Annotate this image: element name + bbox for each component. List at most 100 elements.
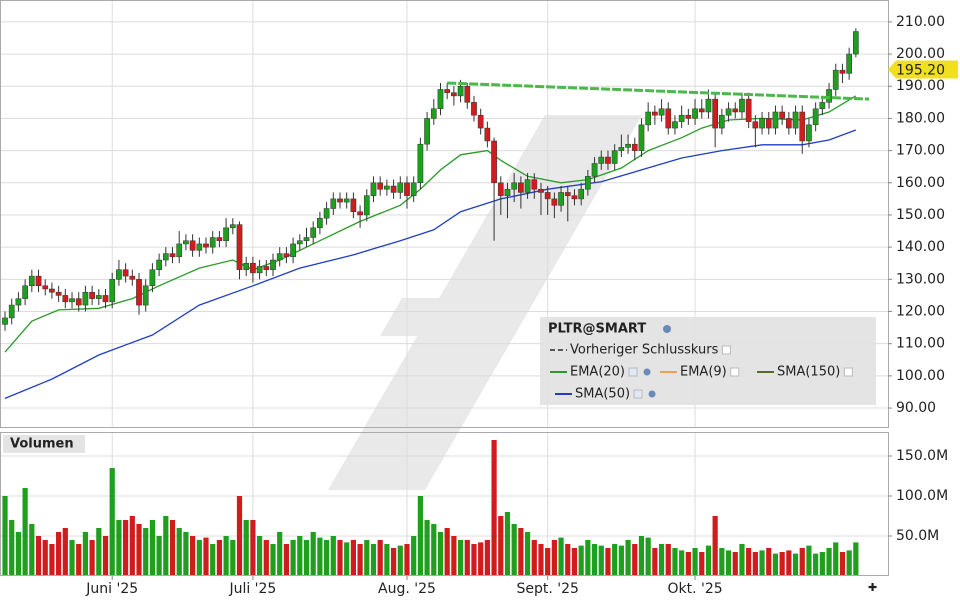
candle-body <box>437 89 444 110</box>
legend-toggle[interactable] <box>721 345 731 355</box>
volume-bar <box>746 548 752 576</box>
volume-bar <box>257 536 263 576</box>
volume-bar <box>290 540 296 576</box>
volume-bar <box>853 542 859 576</box>
candle-body <box>35 275 42 287</box>
legend-toggle[interactable] <box>628 367 638 377</box>
candle-body <box>323 208 330 219</box>
legend-title: PLTR@SMART <box>548 322 646 337</box>
candle-body <box>310 227 317 238</box>
volume-bar <box>484 540 490 576</box>
volume-bar <box>156 536 162 576</box>
volume-bar <box>578 545 584 576</box>
volume-bar <box>82 532 89 576</box>
candle-body <box>692 108 698 119</box>
volume-bar <box>598 545 604 576</box>
candle-body <box>95 295 102 299</box>
volume-bar <box>752 552 758 576</box>
candle-body <box>384 185 390 190</box>
volume-bar <box>585 540 591 576</box>
volume-bar <box>411 536 417 576</box>
candle-body <box>785 118 792 129</box>
legend-toggle[interactable] <box>633 389 643 399</box>
volume-bar <box>819 552 825 576</box>
legend-icon[interactable] <box>663 325 671 333</box>
candle-body <box>49 288 55 293</box>
candle-body <box>15 298 22 306</box>
volume-bar <box>330 536 336 576</box>
volume-bar <box>9 520 15 576</box>
candle-body <box>102 295 109 303</box>
candle-body <box>290 243 296 258</box>
candle-body <box>598 156 605 164</box>
legend-label: EMA(9) <box>680 365 727 380</box>
volume-bar <box>149 520 156 576</box>
candle-body <box>571 195 578 200</box>
candle-body <box>75 298 82 306</box>
candle-body <box>772 111 779 129</box>
candle-body <box>611 150 618 164</box>
volume-bar <box>29 524 35 576</box>
candle-body <box>196 243 203 251</box>
volume-bar <box>685 552 691 576</box>
candle-body <box>759 118 765 129</box>
volume-bar <box>772 553 779 576</box>
candle-body <box>303 237 310 241</box>
legend-toggle[interactable] <box>730 367 740 377</box>
candle-body <box>779 111 786 119</box>
volume-bar <box>524 532 531 576</box>
candle-body <box>363 195 370 216</box>
candle-body <box>558 192 564 206</box>
volume-bar <box>699 552 705 576</box>
volume-tick-label: 150.0M <box>896 448 948 464</box>
volume-bar <box>129 516 135 576</box>
legend-box <box>540 317 876 405</box>
volume-bar <box>310 532 316 576</box>
candle-body <box>564 192 571 196</box>
legend-toggle[interactable] <box>843 367 853 377</box>
volume-bar <box>143 528 149 576</box>
indicator-line <box>4 129 857 400</box>
candle-body <box>256 266 263 274</box>
candle-body <box>28 275 35 287</box>
candle-body <box>504 188 511 196</box>
legend-icon[interactable] <box>643 368 651 376</box>
volume-bar <box>705 545 712 576</box>
volume-bar <box>826 548 832 576</box>
candle-body <box>638 124 645 151</box>
volume-bar <box>123 520 129 576</box>
volume-bar <box>109 468 115 576</box>
legend-icon[interactable] <box>648 390 656 398</box>
volume-bar <box>69 540 75 576</box>
volume-bar <box>15 532 22 576</box>
add-icon[interactable]: ✚ <box>868 581 877 594</box>
volume-bar <box>491 440 497 576</box>
candle-body <box>531 179 538 190</box>
candle-body <box>404 182 410 196</box>
volume-bar <box>404 544 410 576</box>
volume-bar <box>839 552 846 576</box>
volume-bar <box>263 540 269 576</box>
candle-body <box>685 114 692 119</box>
candle-body <box>658 108 665 116</box>
volume-bar <box>531 540 537 576</box>
candle-body <box>317 217 323 229</box>
candle-body <box>705 98 712 113</box>
volume-bar <box>323 540 330 576</box>
candle-body <box>357 211 363 216</box>
volume-label-box <box>3 435 85 453</box>
candle-body <box>424 118 430 145</box>
volume-bar <box>102 536 109 576</box>
candle-body <box>732 108 739 113</box>
volume-bar <box>846 550 852 576</box>
volume-bar <box>116 520 122 576</box>
candle-body <box>149 269 156 287</box>
volume-bar <box>56 532 62 576</box>
y-tick-label: 110.00 <box>896 336 945 352</box>
volume-bar <box>62 528 68 576</box>
volume-bar <box>163 516 169 576</box>
candle-body <box>296 240 303 245</box>
volume-bar <box>766 548 772 576</box>
candle-body <box>189 240 196 251</box>
legend-label: EMA(20) <box>570 365 625 380</box>
